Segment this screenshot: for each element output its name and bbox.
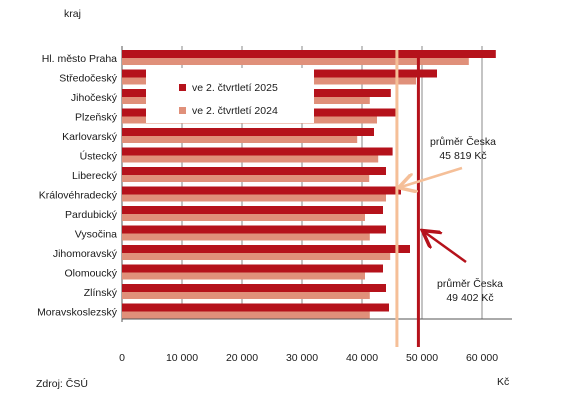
bar-2025 [122, 225, 386, 234]
source-note: Zdroj: ČSÚ [36, 377, 88, 390]
category-label: Středočeský [59, 73, 118, 85]
category-label: Karlovarský [62, 131, 118, 143]
category-label: Vysočina [75, 229, 117, 241]
avg-arrow-2025 [424, 232, 467, 264]
category-label: Jihomoravský [53, 248, 118, 260]
category-label: Zlínský [84, 287, 118, 299]
category-label: Jihočeský [71, 92, 118, 104]
x-tick-label: 40 000 [346, 352, 378, 364]
label-layer: 0 10 000 20 000 30 000 40 000 50 000 60 000 Hl.… [36, 8, 509, 390]
category-label: Královéhradecký [39, 190, 118, 202]
legend-swatch-2024 [179, 107, 186, 114]
bar-2024 [122, 194, 386, 202]
y-axis-title: kraj [64, 8, 81, 20]
bar-2025 [122, 186, 401, 195]
bar-2025 [122, 147, 393, 156]
bar-2025 [122, 167, 386, 175]
avg-arrow-2024 [401, 166, 463, 187]
category-label: Pardubický [65, 209, 118, 221]
x-tick-label: 0 [119, 352, 125, 364]
reference-line-layer [397, 50, 467, 347]
bar-2024 [122, 214, 365, 221]
x-tick-label: 30 000 [286, 352, 318, 364]
bar-2024 [122, 58, 469, 65]
avg-label-2025: průměr Česka [437, 277, 503, 290]
legend-label-2024: ve 2. čtvrtletí 2024 [192, 105, 278, 117]
bar-2025 [122, 284, 386, 292]
bar-2025 [122, 303, 389, 312]
bar-2024 [122, 136, 358, 143]
bar-2024 [122, 175, 370, 182]
legend: ve 2. čtvrtletí 2025 ve 2. čtvrtletí 2024 [146, 68, 314, 123]
category-label: Hl. město Praha [42, 53, 117, 65]
bar-2024 [122, 272, 365, 280]
x-tick-label: 20 000 [226, 352, 258, 364]
x-tick-label: 60 000 [466, 352, 498, 364]
legend-swatch-2025 [179, 84, 186, 91]
avg-value-2025: 49 402 Kč [446, 292, 493, 304]
x-tick-label: 50 000 [406, 352, 438, 364]
x-axis-title: Kč [497, 376, 509, 388]
bar-2025 [122, 206, 383, 214]
category-label: Plzeňský [75, 112, 118, 124]
bar-2024 [122, 311, 370, 319]
bar-2024 [122, 292, 370, 299]
category-label: Liberecký [72, 170, 118, 182]
avg-label-2024: průměr Česka [430, 135, 496, 148]
legend-box [146, 68, 314, 123]
bar-2025 [122, 245, 410, 253]
bar-2025 [122, 50, 496, 58]
bar-2024 [122, 253, 391, 260]
bar-2024 [122, 233, 370, 241]
bar-2025 [122, 264, 383, 273]
bar-2024 [122, 155, 379, 163]
avg-value-2024: 45 819 Kč [439, 150, 486, 162]
bar-2025 [122, 128, 374, 136]
category-label: Ústecký [80, 150, 118, 163]
x-tick-label: 10 000 [166, 352, 198, 364]
category-label: Moravskoslezský [37, 307, 118, 319]
category-label: Olomoucký [64, 268, 117, 280]
legend-label-2025: ve 2. čtvrtletí 2025 [192, 82, 278, 94]
